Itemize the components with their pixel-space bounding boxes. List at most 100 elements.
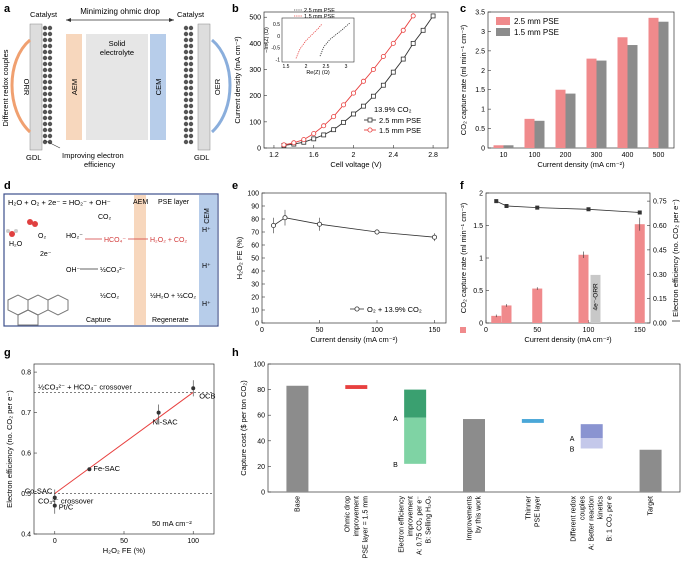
data-point-label: Co-SAC [25, 487, 53, 496]
bar [501, 305, 512, 323]
catalyst-particle [183, 31, 189, 37]
category-label: kinetics [598, 496, 605, 520]
o2-molecule-icon [27, 219, 38, 227]
x-tick-label: 0 [53, 538, 57, 545]
catalyst-particle [188, 103, 194, 109]
catalyst-particle [183, 49, 189, 55]
data-point [351, 111, 356, 117]
panel-d-hplus-1: H⁺ [202, 227, 211, 234]
y-tick-label: 40 [257, 438, 265, 445]
inset-legend-label: 1.5 mm PSE [304, 14, 335, 20]
panel-d-half-h2o-co2: ½H₂O + ½CO₂ [150, 292, 196, 300]
y-tick-label: 3.5 [475, 10, 485, 17]
x-tick-label: 400 [622, 152, 634, 159]
catalyst-particle [183, 25, 189, 31]
catalyst-particle [47, 103, 53, 109]
category-label: Improvements [467, 496, 474, 541]
plot-frame [261, 192, 447, 324]
catalyst-particle [47, 73, 53, 79]
panel-letter-h: h [232, 347, 239, 359]
catalyst-particle [47, 79, 53, 85]
series-line-0 [283, 15, 434, 146]
x-tick-label: 500 [653, 152, 665, 159]
catalyst-particle [188, 49, 194, 55]
bar [345, 385, 368, 389]
panel-a-oer-label: OER [213, 78, 222, 95]
panel-a-title: Minimizing ohmic drop [80, 7, 160, 16]
panel-a-electrolyte-label-2: electrolyte [100, 48, 134, 57]
data-point [410, 13, 416, 19]
inset-y-tick-label: 0 [277, 34, 280, 40]
y2-tick-label: 0.45 [653, 247, 667, 254]
panel-a-arrowhead-right [169, 18, 174, 22]
bar-segment-b [580, 438, 603, 449]
x-tick-label: 10 [500, 152, 508, 159]
catalyst-particle [42, 55, 48, 61]
x-axis-label: H₂O₂ FE (%) [103, 546, 146, 555]
catalyst-particle [188, 91, 194, 97]
y-tick-label: 1.5 [473, 223, 483, 230]
catalyst-particle [183, 133, 189, 139]
y-tick-label: 70 [251, 230, 259, 237]
data-point [390, 40, 396, 46]
bar [491, 315, 502, 323]
bar-segment-a [404, 389, 427, 418]
data-point [282, 215, 288, 221]
catalyst-particle [183, 73, 189, 79]
y-tick-label: 60 [251, 243, 259, 250]
panel-d-co2-top: CO₂ [98, 214, 112, 221]
y-tick-label: 100 [249, 119, 261, 126]
catalyst-particle [188, 127, 194, 133]
inset-x-tick-label: 2 [305, 64, 308, 70]
bar [634, 224, 645, 323]
catalyst-particle [42, 79, 48, 85]
panel-a-orr-label: ORR [22, 79, 31, 96]
inset-x-label: Re(Z) (Ω) [306, 70, 330, 76]
x-axis-label: Current density (mA cm⁻²) [310, 335, 398, 344]
category-label: Target [648, 496, 655, 516]
y2-tick-label: 0.15 [653, 296, 667, 303]
panel-d-aem-label: AEM [133, 199, 148, 206]
catalyst-particle [42, 37, 48, 43]
y-tick-label: 10 [251, 308, 259, 315]
data-point [52, 495, 57, 500]
data-point [156, 410, 161, 415]
y-tick-label: 100 [253, 362, 265, 369]
catalyst-particle [42, 73, 48, 79]
series-line [273, 217, 435, 238]
x-tick-label: 100 [371, 327, 383, 334]
fit-line [54, 391, 194, 494]
y2-tick-label: 0.30 [653, 272, 667, 279]
x-tick-label: 100 [529, 152, 541, 159]
y-tick-label: 30 [251, 282, 259, 289]
y-axis-label: Capture cost ($ per ton CO₂) [239, 380, 248, 476]
data-point [380, 82, 386, 88]
catalyst-particle [47, 115, 53, 121]
annotation: 50 mA cm⁻² [152, 519, 192, 528]
catalyst-particle [188, 121, 194, 127]
data-point [311, 136, 317, 142]
y-tick-label: 0.4 [21, 532, 31, 539]
legend-marker [354, 306, 360, 312]
plot-frame [485, 192, 651, 324]
legend-label: 2.5 mm PSE [514, 17, 559, 26]
y-tick-label: 50 [251, 256, 259, 263]
data-point [316, 221, 322, 227]
catalyst-particle [42, 91, 48, 97]
data-point-label: Ni-SAC [153, 418, 179, 427]
catalyst-particle [188, 85, 194, 91]
catalyst-particle [42, 61, 48, 67]
panel-letter-c: c [460, 3, 466, 15]
bar [578, 254, 589, 323]
bar [524, 118, 535, 148]
y-tick-label: 80 [251, 217, 259, 224]
y-tick-label: 60 [257, 413, 265, 420]
panel-a-cem-label: CEM [154, 79, 163, 96]
h2o-molecule-icon [6, 229, 18, 237]
data-point [351, 90, 357, 96]
panel-letter-f: f [460, 180, 464, 192]
chart-h: 0 20 40 60 80 100 Capture cost ($ per ton CO₂)… [239, 362, 681, 558]
catalyst-particle [183, 55, 189, 61]
y-tick-label: 300 [249, 67, 261, 74]
panel-a-side-label: Different redox couples [1, 49, 10, 126]
